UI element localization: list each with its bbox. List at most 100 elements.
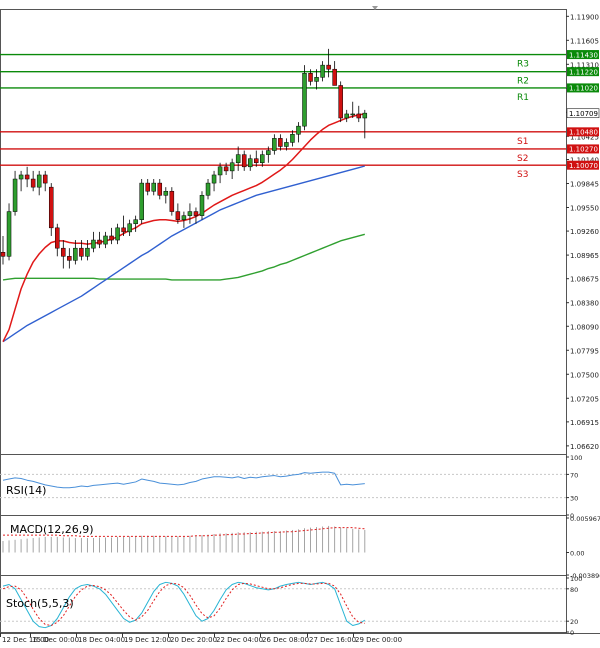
candle-body: [67, 256, 72, 261]
level-price-label: 1.10070: [569, 162, 598, 170]
macd-signal-line: [3, 527, 365, 537]
time-tick-label: 12 Dec 16:00: [2, 636, 49, 644]
candle: [290, 130, 295, 147]
candle: [223, 162, 229, 175]
candle-body: [362, 112, 368, 119]
candle: [48, 183, 54, 236]
candle: [247, 154, 253, 171]
price-tick-label: 1.07500: [570, 371, 599, 379]
rsi-tick-label: 0: [570, 512, 574, 520]
candle-body: [338, 85, 343, 119]
level-price-box: [567, 83, 599, 93]
candle: [61, 240, 66, 269]
rsi-tick-label: 100: [570, 454, 582, 462]
price-tick-label: 1.09845: [570, 181, 599, 189]
candle-body: [350, 113, 355, 116]
candle: [0, 235, 6, 265]
candle-body: [241, 154, 247, 168]
candle-body: [260, 154, 265, 164]
time-tick-label: 22 Dec 04:00: [216, 636, 263, 644]
candle: [115, 223, 120, 245]
rsi-tick-label: 30: [570, 495, 578, 503]
level-name-r3: R3: [517, 60, 529, 70]
price-tick-label: 1.10425: [570, 133, 599, 141]
price-tick-label: 1.11900: [570, 13, 599, 21]
candle-body: [115, 227, 120, 241]
candle-body: [344, 113, 349, 119]
candle: [284, 138, 289, 151]
candle-body: [314, 77, 319, 82]
stoch-label: Stoch(5,5,3): [6, 597, 74, 610]
candle: [338, 81, 343, 123]
candle-body: [139, 182, 144, 220]
candle: [139, 179, 144, 224]
chart-frame: [0, 9, 567, 633]
time-tick-label: 19 Dec 12:00: [124, 636, 171, 644]
price-tick-label: 1.11605: [570, 37, 599, 45]
candle-body: [266, 150, 271, 155]
level-price-label: 1.10480: [569, 129, 598, 137]
candle-body: [169, 190, 175, 212]
candle-body: [199, 195, 205, 216]
candle-body: [332, 68, 337, 86]
time-tick-label: 26 Dec 08:00: [262, 636, 309, 644]
candle: [127, 219, 132, 236]
candle: [332, 61, 337, 86]
candle: [30, 170, 36, 192]
chart-shift-marker: [372, 6, 378, 10]
candle-body: [187, 211, 193, 216]
candle: [133, 215, 138, 232]
level-price-label: 1.10270: [569, 146, 598, 154]
candle-body: [24, 174, 30, 180]
time-tick-label: 15 Dec 00:00: [32, 636, 79, 644]
macd-label: MACD(12,26,9): [10, 523, 94, 536]
candle-body: [247, 158, 253, 168]
candle: [163, 187, 169, 204]
level-name-s2: S2: [517, 154, 528, 164]
level-price-label: 1.11430: [569, 51, 598, 59]
candle: [199, 191, 205, 220]
macd-tick-label: 0.00: [570, 550, 584, 558]
candle: [187, 203, 193, 224]
candle: [241, 150, 247, 171]
candle: [109, 227, 114, 245]
level-name-s1: S1: [517, 137, 528, 147]
candle-body: [97, 239, 102, 245]
price-tick-label: 1.09550: [570, 205, 599, 213]
current-price-box: [566, 108, 600, 119]
candle-body: [254, 158, 259, 164]
stoch-tick-label: 20: [570, 618, 578, 626]
price-tick-label: 1.09260: [570, 228, 599, 236]
price-tick-label: 1.06620: [570, 443, 599, 451]
candle: [18, 170, 24, 192]
candle-body: [296, 125, 301, 135]
candle-body: [133, 219, 138, 225]
level-price-box: [567, 144, 599, 154]
candle: [12, 170, 18, 216]
candle: [157, 179, 163, 200]
price-tick-label: 1.07795: [570, 347, 599, 355]
candle-body: [308, 73, 313, 82]
candle-body: [223, 166, 229, 172]
candle: [314, 69, 319, 90]
level-price-label: 1.11220: [569, 68, 598, 76]
price-tick-label: 1.08965: [570, 252, 599, 260]
candle-body: [18, 174, 24, 180]
price-tick-label: 1.11310: [570, 61, 599, 69]
candle: [356, 105, 362, 123]
candle: [308, 69, 313, 86]
candle-body: [109, 235, 114, 241]
price-tick-label: 1.07205: [570, 395, 599, 403]
candle: [145, 179, 150, 196]
candle-body: [61, 247, 66, 257]
candle-body: [284, 142, 289, 147]
candle: [272, 134, 277, 155]
candle: [181, 211, 187, 228]
candle-body: [103, 235, 108, 245]
level-price-box: [567, 67, 599, 77]
price-tick-label: 1.08380: [570, 300, 599, 308]
candle: [205, 179, 211, 200]
candle-body: [181, 215, 187, 220]
candle: [6, 203, 12, 261]
